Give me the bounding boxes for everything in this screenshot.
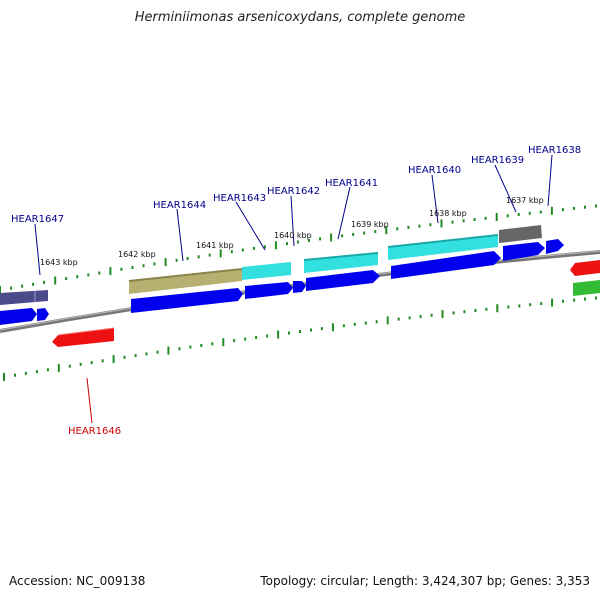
feature-hear1647-cog[interactable]	[0, 290, 48, 305]
gene-name-labels: HEAR1647 HEAR1644 HEAR1643 HEAR1642 HEAR…	[11, 145, 581, 437]
gene-label-hear1644[interactable]: HEAR1644	[153, 200, 206, 211]
gene-label-hear1642[interactable]: HEAR1642	[267, 186, 320, 197]
kbp-scale-labels: 1643 kbp 1642 kbp 1641 kbp 1640 kbp 1639…	[40, 196, 544, 267]
gene-arrow-hear1640[interactable]	[391, 251, 501, 279]
topology-label: Topology: circular; Length: 3,424,307 bp…	[260, 574, 590, 588]
kbp-label-1639: 1639 kbp	[351, 220, 389, 229]
gene-arrow-hear1647-a[interactable]	[0, 308, 37, 325]
gene-arrow-hear1639[interactable]	[503, 242, 545, 261]
gene-arrow-hear1642[interactable]	[293, 281, 306, 293]
gene-label-hear1639[interactable]: HEAR1639	[471, 155, 524, 166]
scale-tick-track-lower	[3, 296, 597, 381]
feature-hear1641-cog[interactable]	[304, 253, 378, 273]
accession-label: Accession: NC_009138	[9, 574, 146, 588]
feature-rev-green-right[interactable]	[573, 280, 600, 296]
feature-hear1644-cog[interactable]	[129, 269, 242, 294]
gene-label-hear1647[interactable]: HEAR1647	[11, 214, 64, 225]
feature-hear1643-cog[interactable]	[242, 262, 291, 280]
gene-arrow-hear1644[interactable]	[131, 288, 243, 313]
gene-leader-lines	[34, 154, 553, 424]
kbp-label-1637: 1637 kbp	[506, 196, 544, 205]
gene-arrow-hear1641[interactable]	[306, 270, 380, 291]
reverse-strand-track	[52, 327, 115, 347]
gene-arrow-hear1647-b[interactable]	[37, 308, 49, 321]
kbp-label-1641: 1641 kbp	[196, 241, 234, 250]
gene-label-hear1641[interactable]: HEAR1641	[325, 178, 378, 189]
gene-label-hear1640[interactable]: HEAR1640	[408, 165, 461, 176]
gene-arrow-hear1638[interactable]	[546, 239, 564, 254]
gene-arrow-hear1643[interactable]	[245, 282, 293, 299]
kbp-label-1642: 1642 kbp	[118, 250, 156, 259]
feature-hear1639-cog[interactable]	[499, 225, 542, 243]
genome-title: Herminiimonas arsenicoxydans, complete g…	[134, 10, 466, 25]
kbp-label-1638: 1638 kbp	[429, 209, 467, 218]
kbp-label-1640: 1640 kbp	[274, 231, 312, 240]
scale-tick-track-upper	[0, 204, 597, 294]
cog-feature-track	[0, 225, 600, 305]
feature-rev-red-right[interactable]	[570, 260, 600, 276]
forward-strand-track	[0, 239, 564, 325]
gene-label-hear1638[interactable]: HEAR1638	[528, 145, 581, 156]
gene-label-hear1646[interactable]: HEAR1646	[68, 426, 121, 437]
kbp-label-1643: 1643 kbp	[40, 258, 78, 267]
gene-label-hear1643[interactable]: HEAR1643	[213, 193, 266, 204]
gene-arrow-hear1646[interactable]	[52, 328, 114, 347]
feature-hear1640-cog[interactable]	[388, 235, 498, 260]
